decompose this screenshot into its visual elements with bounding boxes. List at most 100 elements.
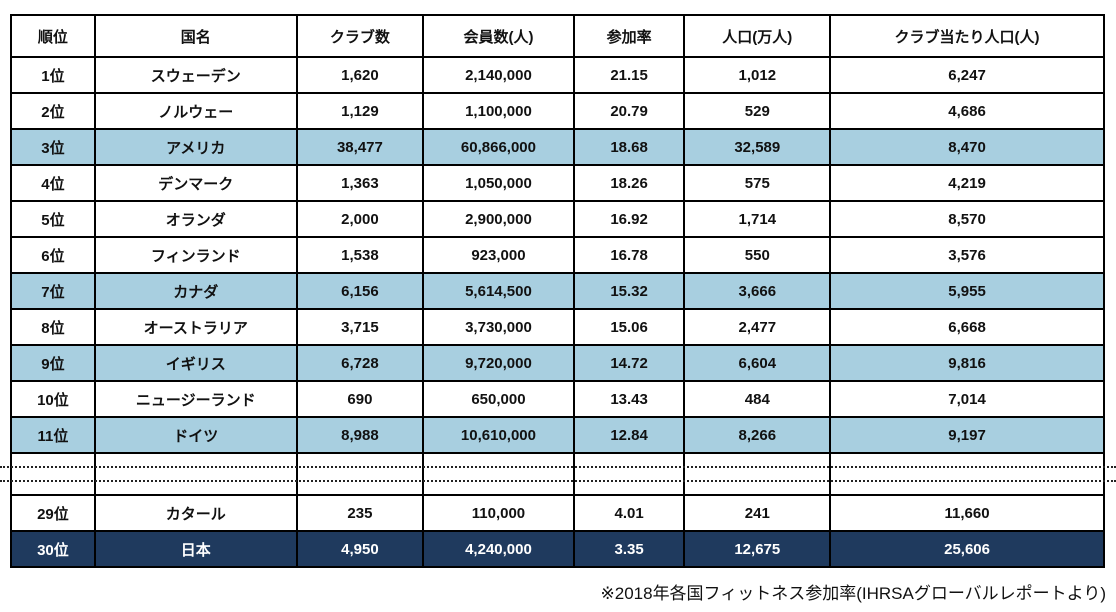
header-rank: 順位 [37,28,68,46]
break-cell [12,454,94,494]
clubs-cell: 2,000 [295,202,423,236]
table-break [0,454,1116,494]
country-cell: オーストラリア [93,310,296,344]
participation-cell: 13.43 [572,382,684,416]
members-cell: 5,614,500 [422,274,573,308]
pop-per-club-cell: 25,606 [829,532,1103,566]
country-cell: スウェーデン [93,58,296,92]
pop-per-club-cell: 11,660 [829,496,1103,530]
clubs-cell: 6,156 [295,274,423,308]
pop-per-club-cell: 4,219 [829,166,1103,200]
population-cell: 3,666 [683,274,829,308]
rank-cell: 8位 [41,319,65,337]
break-dotted-line [0,480,1116,482]
table-lower: 29位 カタール 235 110,000 4.01 241 11,660 30位… [10,494,1105,568]
country-cell: イギリス [93,346,296,380]
clubs-cell: 6,728 [295,346,423,380]
participation-cell: 15.32 [572,274,684,308]
rank-cell: 6位 [41,247,65,265]
members-cell: 3,730,000 [422,310,573,344]
participation-cell: 20.79 [572,94,684,128]
table-row: 29位 カタール 235 110,000 4.01 241 11,660 [12,496,1103,530]
participation-cell: 18.26 [572,166,684,200]
country-cell: ニュージーランド [93,382,296,416]
header-participation: 参加率 [572,16,684,56]
rank-cell: 10位 [37,391,69,409]
pop-per-club-cell: 6,247 [829,58,1103,92]
members-cell: 60,866,000 [422,130,573,164]
break-cell [829,454,1103,494]
members-cell: 2,140,000 [422,58,573,92]
table-row: 3位 アメリカ 38,477 60,866,000 18.68 32,589 8… [12,128,1103,164]
participation-cell: 12.84 [572,418,684,452]
table-row: 5位 オランダ 2,000 2,900,000 16.92 1,714 8,57… [12,200,1103,236]
clubs-cell: 1,363 [295,166,423,200]
table-row: 30位 日本 4,950 4,240,000 3.35 12,675 25,60… [12,530,1103,566]
rank-cell: 7位 [41,283,65,301]
population-cell: 575 [683,166,829,200]
header-country: 国名 [93,16,296,56]
members-cell: 110,000 [422,496,573,530]
header-members: 会員数(人) [422,16,573,56]
participation-cell: 16.78 [572,238,684,272]
header-pop-per-club: クラブ当たり人口(人) [829,16,1103,56]
country-cell: アメリカ [93,130,296,164]
country-cell: フィンランド [93,238,296,272]
rank-cell: 3位 [41,139,65,157]
rank-cell: 30位 [37,541,69,559]
rank-cell: 5位 [41,211,65,229]
participation-cell: 15.06 [572,310,684,344]
break-cell [422,454,573,494]
table-row: 10位 ニュージーランド 690 650,000 13.43 484 7,014 [12,380,1103,416]
population-cell: 1,714 [683,202,829,236]
members-cell: 4,240,000 [422,532,573,566]
clubs-cell: 1,129 [295,94,423,128]
participation-cell: 3.35 [572,532,684,566]
rank-cell: 2位 [41,103,65,121]
clubs-cell: 235 [295,496,423,530]
pop-per-club-cell: 6,668 [829,310,1103,344]
break-cell [93,454,296,494]
members-cell: 9,720,000 [422,346,573,380]
break-cell [683,454,829,494]
participation-cell: 4.01 [572,496,684,530]
country-cell: カタール [93,496,296,530]
population-cell: 32,589 [683,130,829,164]
pop-per-club-cell: 9,197 [829,418,1103,452]
table-upper: 順位 国名 クラブ数 会員数(人) 参加率 人口(万人) クラブ当たり人口(人)… [10,14,1105,454]
population-cell: 12,675 [683,532,829,566]
pop-per-club-cell: 7,014 [829,382,1103,416]
header-clubs: クラブ数 [295,16,423,56]
country-cell: ドイツ [93,418,296,452]
ranking-table: 順位 国名 クラブ数 会員数(人) 参加率 人口(万人) クラブ当たり人口(人)… [0,14,1116,568]
pop-per-club-cell: 8,470 [829,130,1103,164]
rank-cell: 29位 [37,505,69,523]
participation-cell: 16.92 [572,202,684,236]
break-cell [572,454,684,494]
population-cell: 6,604 [683,346,829,380]
table-row: 4位 デンマーク 1,363 1,050,000 18.26 575 4,219 [12,164,1103,200]
country-cell: カナダ [93,274,296,308]
header-population: 人口(万人) [683,16,829,56]
population-cell: 550 [683,238,829,272]
population-cell: 2,477 [683,310,829,344]
clubs-cell: 38,477 [295,130,423,164]
country-cell: オランダ [93,202,296,236]
country-cell: 日本 [93,532,296,566]
population-cell: 1,012 [683,58,829,92]
population-cell: 484 [683,382,829,416]
rank-cell: 1位 [41,67,65,85]
table-row: 11位 ドイツ 8,988 10,610,000 12.84 8,266 9,1… [12,416,1103,452]
pop-per-club-cell: 5,955 [829,274,1103,308]
table-row: 9位 イギリス 6,728 9,720,000 14.72 6,604 9,81… [12,344,1103,380]
clubs-cell: 690 [295,382,423,416]
country-cell: ノルウェー [93,94,296,128]
clubs-cell: 8,988 [295,418,423,452]
members-cell: 1,050,000 [422,166,573,200]
members-cell: 923,000 [422,238,573,272]
pop-per-club-cell: 4,686 [829,94,1103,128]
participation-cell: 18.68 [572,130,684,164]
members-cell: 10,610,000 [422,418,573,452]
clubs-cell: 1,620 [295,58,423,92]
rank-cell: 4位 [41,175,65,193]
